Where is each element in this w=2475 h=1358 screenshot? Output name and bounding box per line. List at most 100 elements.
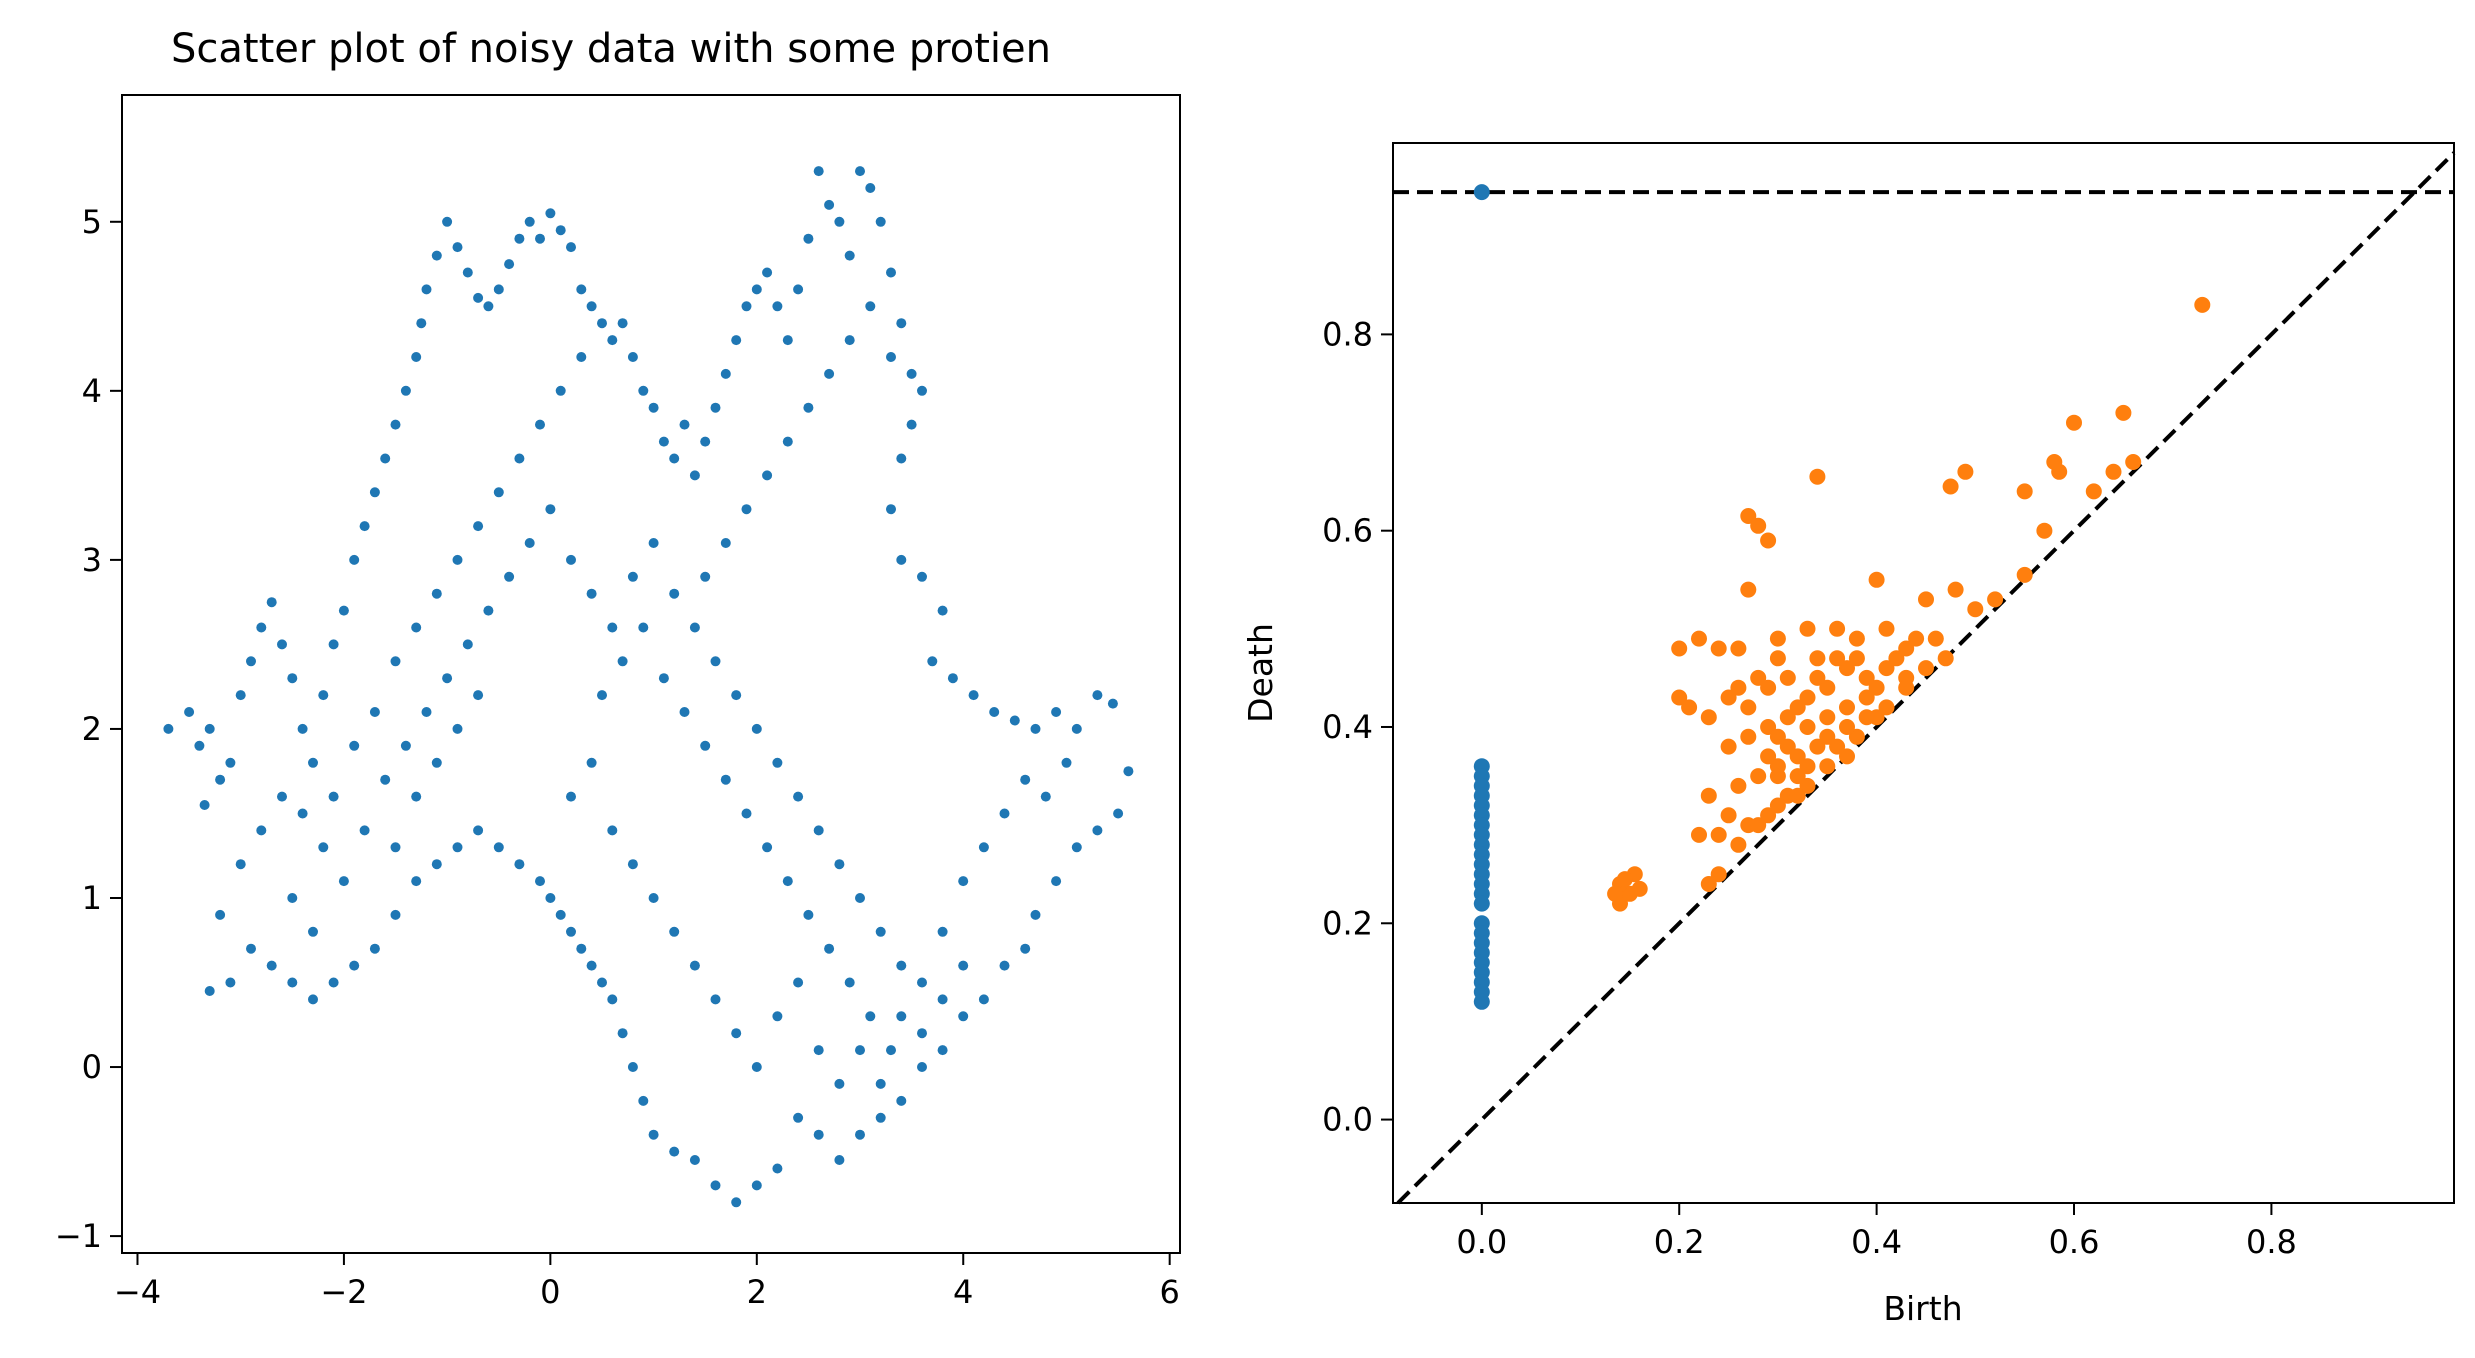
left-data-point: [834, 1078, 845, 1089]
left-data-point: [679, 707, 690, 717]
right-series-1-point: [1730, 836, 1747, 853]
right-series-1-point: [1942, 478, 1959, 495]
left-data-point: [710, 994, 721, 1005]
left-data-point: [308, 994, 318, 1005]
right-series-1-point: [1937, 650, 1954, 667]
left-data-point: [431, 250, 442, 261]
left-data-point: [421, 284, 432, 295]
left-data-point: [917, 977, 927, 988]
left-data-point: [411, 791, 422, 802]
left-data-point: [700, 436, 711, 447]
right-series-1-point: [1720, 738, 1737, 755]
left-data-point: [855, 166, 865, 177]
left-data-point: [431, 859, 442, 870]
left-data-point: [762, 470, 773, 481]
left-data-point: [896, 1095, 907, 1106]
left-data-point: [793, 1112, 804, 1123]
right-series-1-point: [1858, 669, 1875, 686]
left-data-point: [917, 385, 927, 396]
left-data-point: [855, 1129, 865, 1140]
left-data-point: [400, 740, 411, 751]
left-data-point: [1030, 909, 1041, 920]
persistence-diagram-right: 0.0 0.2 0.4 0.6 0.8 0.0 0.2 0.4 0.6 0.8 Birth De…: [1241, 142, 2456, 1328]
left-data-point: [813, 1045, 824, 1056]
left-data-point: [308, 757, 318, 768]
right-series-1-point: [1898, 679, 1915, 696]
left-data-point: [751, 1062, 762, 1072]
right-series-1-point: [1918, 591, 1934, 608]
left-data-point: [648, 893, 659, 903]
left-data-point: [586, 301, 597, 312]
left-data-point: [648, 402, 659, 413]
left-y-tick-label: 2: [82, 710, 102, 748]
left-data-point: [824, 199, 835, 210]
left-data-point: [607, 622, 618, 633]
left-data-point: [978, 994, 989, 1005]
left-data-point: [762, 842, 773, 853]
right-series-1-point: [1730, 679, 1747, 696]
left-data-point: [514, 859, 525, 870]
left-data-point: [855, 1045, 865, 1056]
left-data-point: [731, 1028, 742, 1039]
right-x-tick-label: 0.8: [2246, 1223, 2297, 1261]
left-data-point: [369, 487, 380, 498]
left-y-tick-label: 0: [82, 1048, 102, 1086]
right-series-1-point: [1681, 699, 1698, 716]
left-data-point: [906, 368, 917, 379]
right-series-1-point: [1760, 807, 1777, 824]
right-series-1-point: [1829, 650, 1846, 667]
left-data-point: [999, 808, 1010, 819]
left-data-point: [1071, 723, 1082, 734]
left-axes-frame: [121, 94, 1181, 1254]
right-series-1-point: [1616, 871, 1633, 888]
left-data-point: [318, 842, 329, 853]
left-data-point: [834, 859, 845, 870]
left-data-point: [793, 791, 804, 802]
right-series-1-point: [1769, 768, 1786, 785]
left-data-point: [813, 1129, 824, 1140]
right-series-1-point: [1789, 748, 1806, 765]
right-series-1-point: [1740, 699, 1757, 716]
right-y-axis-label: Death: [1241, 623, 1280, 723]
left-data-point: [751, 1180, 762, 1191]
right-series-1-point: [1700, 876, 1717, 892]
right-series-1-point: [1829, 620, 1846, 637]
left-data-point: [1123, 766, 1134, 777]
left-data-point: [535, 233, 545, 244]
right-series-1-point: [1878, 699, 1895, 716]
left-data-point: [473, 521, 484, 532]
right-series-1-point: [1789, 787, 1806, 804]
left-data-point: [731, 335, 742, 346]
left-data-point: [462, 639, 473, 650]
right-x-tick-label: 0.2: [1654, 1223, 1705, 1261]
left-data-point: [225, 757, 236, 768]
left-data-point: [194, 740, 205, 751]
right-series-1-point: [1730, 777, 1747, 794]
right-series-1-point: [1799, 620, 1816, 637]
left-data-point: [638, 622, 649, 633]
left-data-point: [617, 1028, 628, 1039]
left-data-point: [586, 588, 597, 599]
left-data-point: [731, 1197, 742, 1208]
left-data-point: [566, 791, 576, 802]
left-data-point: [917, 1062, 927, 1072]
left-data-point: [689, 470, 700, 481]
right-x-tick-label: 0.4: [1851, 1223, 1902, 1261]
left-data-point: [473, 292, 484, 303]
right-series-1-point: [1799, 689, 1816, 706]
left-y-tick-label: −1: [55, 1217, 102, 1255]
right-series-1-point: [1750, 768, 1767, 785]
left-data-point: [958, 876, 969, 887]
left-data-point: [287, 893, 298, 903]
left-data-point: [607, 825, 618, 836]
left-data-point: [937, 994, 948, 1005]
right-series-1-point: [1809, 669, 1826, 686]
left-data-point: [762, 267, 773, 278]
left-data-point: [225, 977, 236, 988]
left-data-point: [947, 673, 958, 684]
right-series-1-point: [1848, 630, 1865, 647]
left-data-point: [896, 554, 907, 565]
left-y-tick-label: 4: [82, 372, 102, 410]
left-data-point: [215, 909, 226, 920]
right-series-1-point: [1987, 591, 2004, 608]
